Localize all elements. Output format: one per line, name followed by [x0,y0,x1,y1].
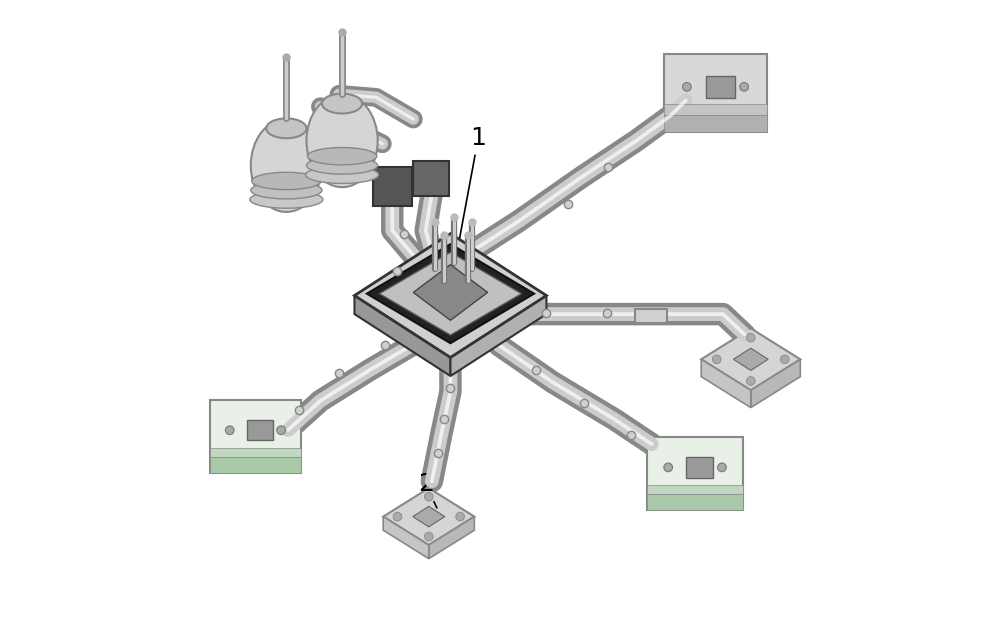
Bar [647,485,743,494]
Ellipse shape [306,95,378,187]
Ellipse shape [266,118,306,138]
Polygon shape [383,517,429,559]
Ellipse shape [322,94,362,113]
Polygon shape [413,506,445,527]
Bar [210,457,301,473]
Polygon shape [383,488,474,545]
Ellipse shape [307,147,377,165]
Ellipse shape [251,182,322,199]
Circle shape [712,355,721,364]
Circle shape [781,355,789,364]
Bar [664,54,767,132]
Polygon shape [751,360,800,407]
Polygon shape [379,252,522,335]
Circle shape [424,492,433,501]
Ellipse shape [251,119,322,212]
Ellipse shape [306,157,378,174]
Circle shape [225,426,234,435]
Bar [635,309,667,323]
Circle shape [424,532,433,541]
Circle shape [664,463,673,471]
Polygon shape [701,328,800,390]
Circle shape [746,377,755,385]
Polygon shape [354,295,450,376]
Bar [413,160,449,197]
Polygon shape [733,348,768,371]
Circle shape [277,426,285,435]
Text: 2: 2 [418,472,437,508]
Circle shape [718,463,726,471]
Ellipse shape [306,166,379,183]
Ellipse shape [250,191,323,208]
Bar [647,494,743,510]
Bar [647,437,743,510]
Bar [686,457,713,478]
Ellipse shape [252,172,321,190]
Bar [210,448,301,457]
Circle shape [393,513,402,521]
Circle shape [746,333,755,342]
Polygon shape [701,360,751,407]
Bar [210,399,301,473]
Circle shape [683,83,691,91]
Circle shape [456,513,464,521]
Polygon shape [413,264,488,320]
Text: 1: 1 [454,126,486,268]
Bar [706,76,735,98]
Polygon shape [450,295,546,376]
Circle shape [740,83,748,91]
Bar [664,114,767,132]
Polygon shape [367,244,534,343]
Bar [247,420,273,440]
Polygon shape [429,517,474,559]
Bar [373,167,412,206]
Bar [664,104,767,114]
Polygon shape [354,234,546,358]
